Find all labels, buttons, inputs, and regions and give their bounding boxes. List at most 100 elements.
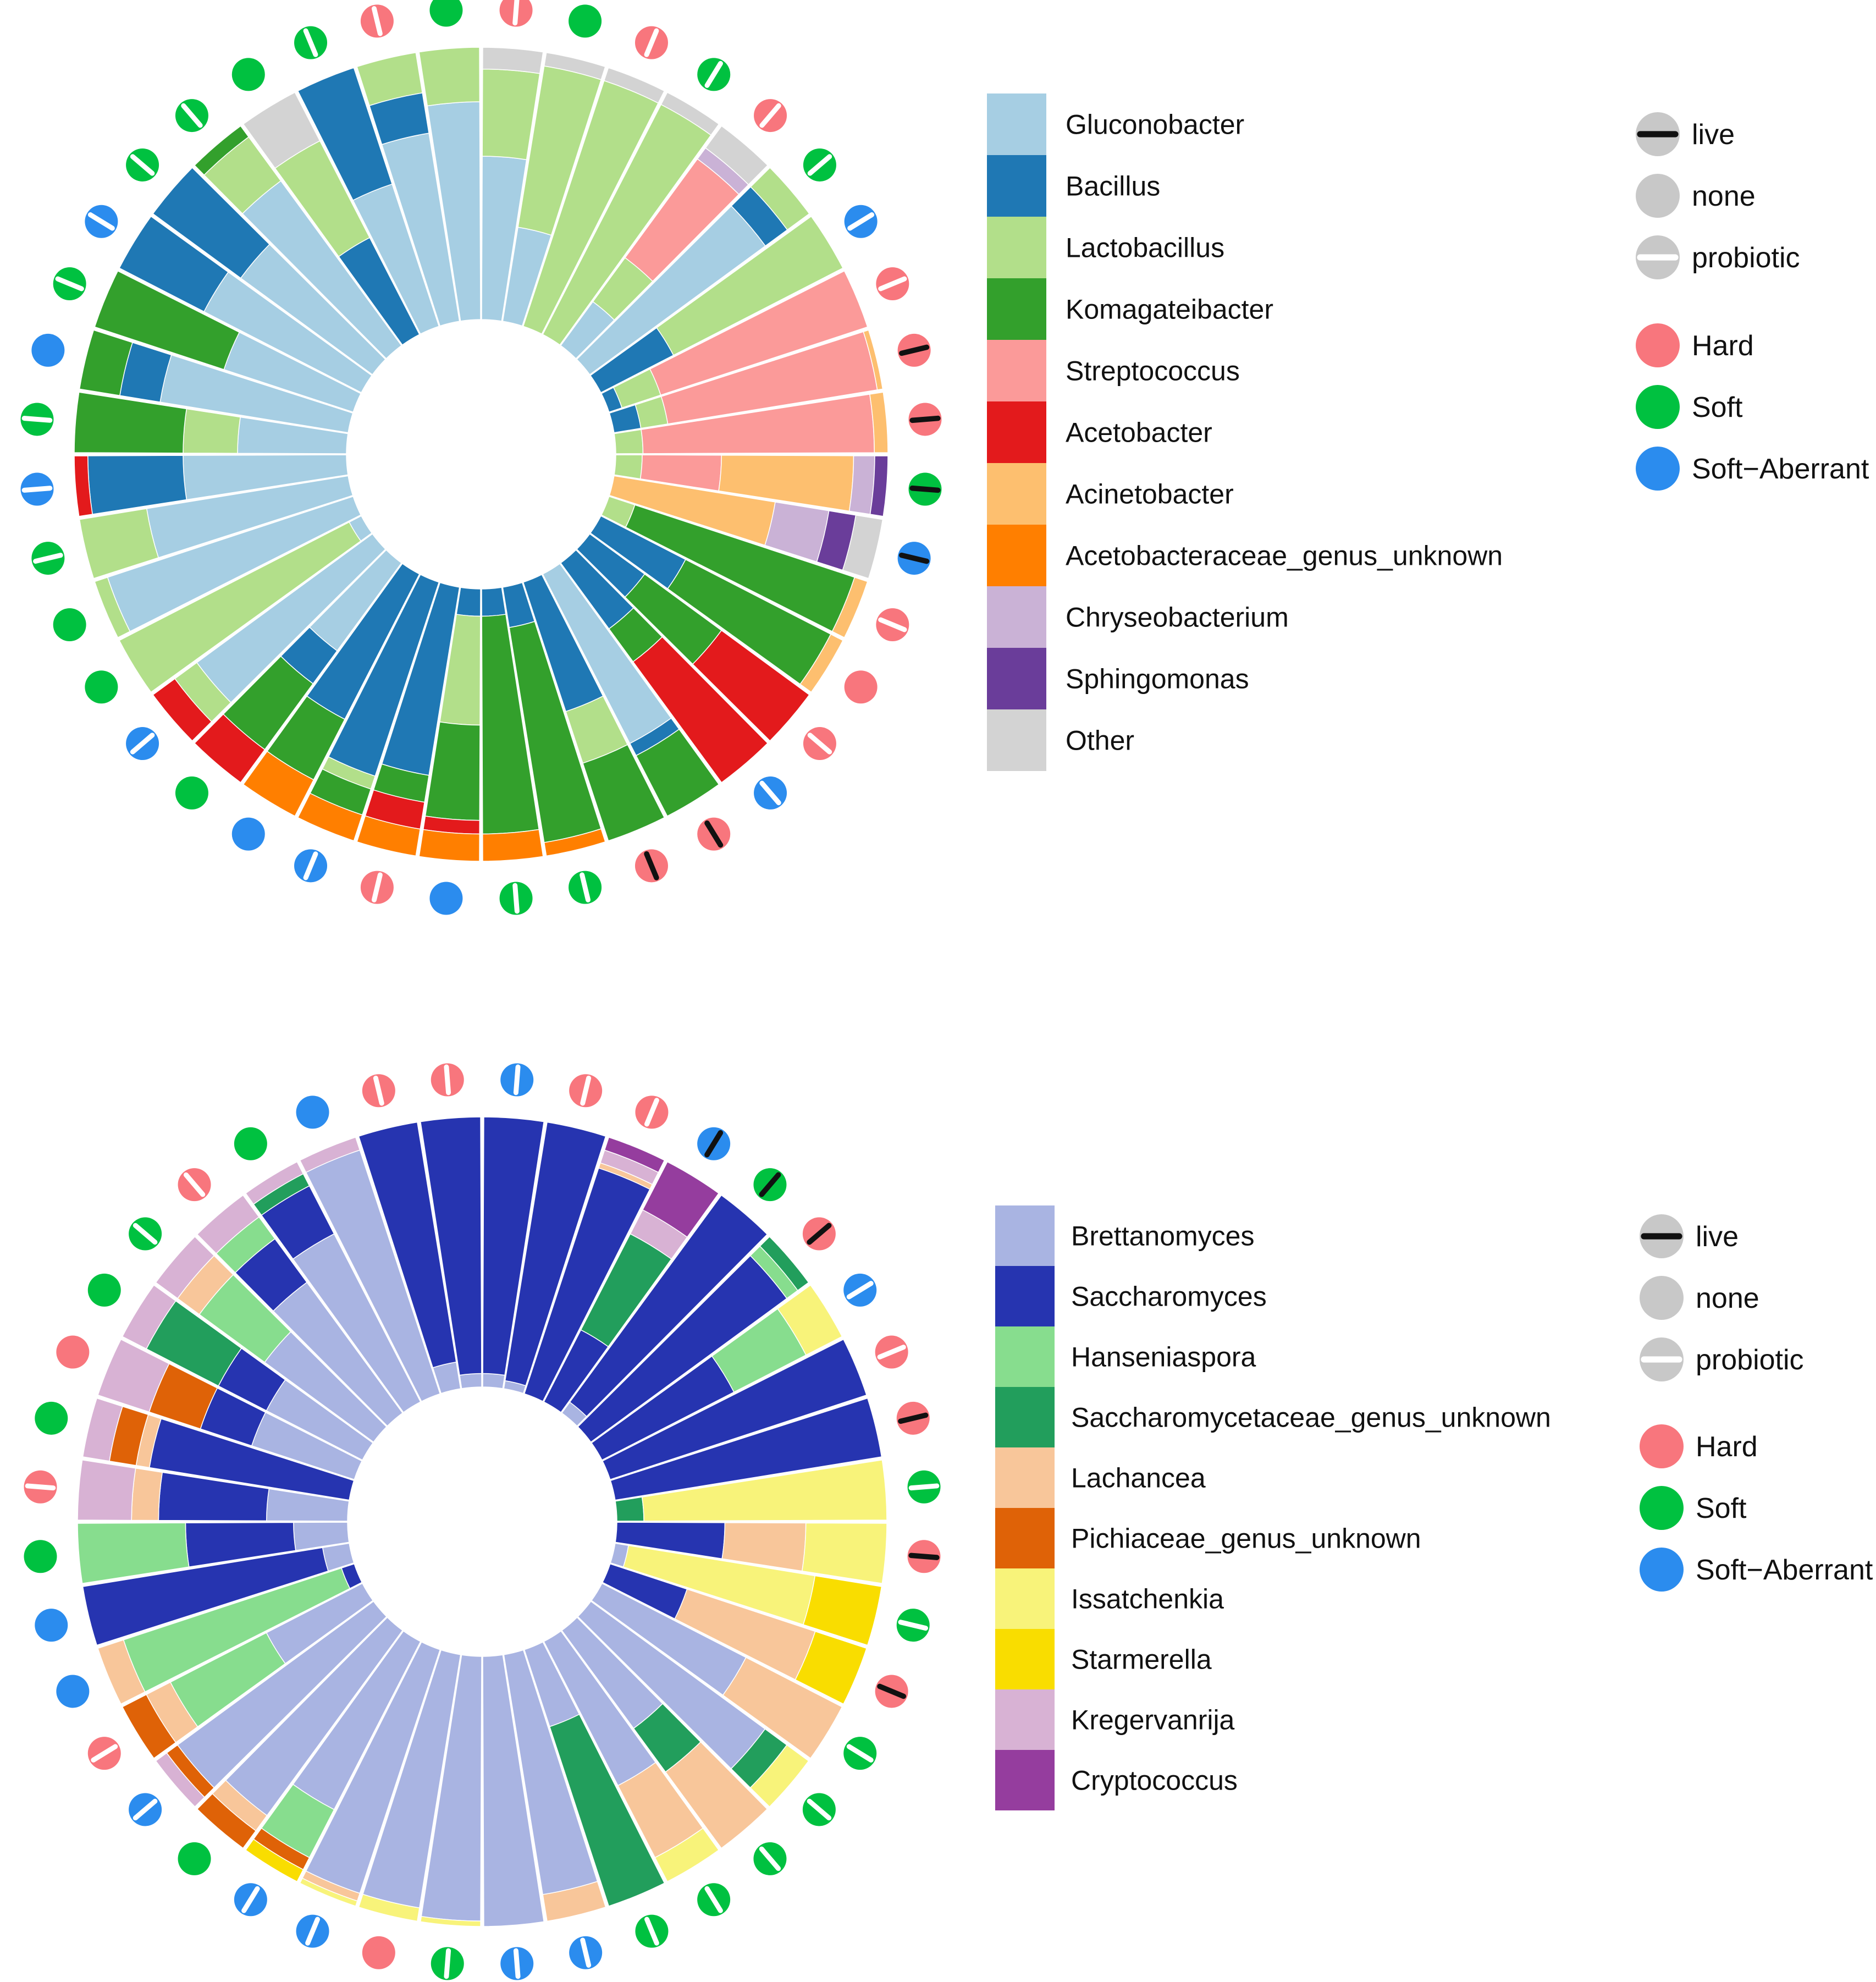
sample-bar-26: [155, 1600, 388, 1808]
texture-label-soft: Soft: [1696, 1493, 1747, 1524]
segment-kregervanrija: [245, 1161, 304, 1205]
sample-badge-24: [231, 817, 265, 851]
sample-badge-38-probiotic-mark: [303, 28, 318, 57]
sample-badge-8-probiotic-mark: [877, 1345, 906, 1360]
sample-badge-10: [908, 403, 942, 436]
sample-badge-18-probiotic-mark: [644, 1917, 659, 1946]
sample-bar-20: [481, 587, 544, 862]
sample-badge-16-probiotic-mark: [759, 780, 781, 806]
sample-badge-38: [294, 26, 328, 59]
sample-badge-29: [35, 1609, 68, 1642]
legend-swatch-hanseniaspora: [995, 1326, 1055, 1387]
sample-bar-40: [420, 1116, 482, 1389]
sample-badge-25: [178, 1842, 211, 1875]
sample-badge-25-dot: [178, 1842, 211, 1875]
segment-issatchenkia: [777, 1284, 843, 1356]
segment-komagateibacter: [582, 744, 665, 841]
sample-badge-11-live-mark: [908, 1552, 940, 1560]
sample-badge-24-dot: [231, 817, 265, 851]
segment-kregervanrija: [97, 1339, 170, 1413]
sample-badge-40: [429, 0, 463, 27]
sample-badge-10: [907, 1470, 941, 1504]
legend-label-brettanomyces: Brettanomyces: [1071, 1221, 1254, 1252]
sample-bar-1: [482, 1116, 545, 1389]
sample-badge-8-probiotic-mark: [878, 276, 907, 291]
treatment-legend-live: live: [1636, 112, 1735, 156]
texture-dot-soft: [1636, 385, 1680, 429]
segment-other: [242, 91, 321, 169]
sample-bar-20: [482, 1654, 545, 1927]
legend-swatch-starmerella: [995, 1629, 1055, 1689]
legend-swatch-streptococcus: [987, 340, 1046, 401]
sample-badge-1-probiotic-mark: [512, 0, 520, 26]
sample-bar-7: [591, 1284, 843, 1461]
legend-swatch-chryseobacterium: [987, 586, 1046, 648]
sample-bar-16: [561, 1616, 768, 1849]
treatment-label-live: live: [1696, 1221, 1739, 1253]
legend-swatch-acetobacter: [987, 401, 1046, 463]
sample-bar-5: [561, 1194, 768, 1427]
sample-badge-4: [697, 1127, 731, 1160]
sample-badge-20: [499, 882, 533, 915]
sample-badge-38-dot: [296, 1095, 329, 1129]
segment-issatchenkia: [801, 1522, 887, 1584]
sample-badge-37-dot: [234, 1127, 267, 1160]
legend-swatch-sphingomonas: [987, 648, 1046, 709]
segment-lachancea: [97, 1639, 146, 1705]
legend-swatch-bacillus: [987, 155, 1046, 217]
sample-bar-19: [502, 582, 606, 857]
segment-lactobacillus: [614, 454, 643, 480]
segment-saccharomyces: [482, 1116, 545, 1376]
segment-kregervanrija: [299, 1136, 361, 1173]
sample-bar-16: [560, 549, 769, 783]
sample-badge-26: [126, 727, 159, 761]
sample-bar-15: [576, 533, 810, 742]
sample-badge-18: [635, 1914, 669, 1948]
sample-bar-11: [614, 454, 889, 517]
sample-badge-1-probiotic-mark: [513, 1064, 521, 1095]
treatment-label-probiotic: probiotic: [1696, 1344, 1804, 1376]
sample-bar-1: [481, 47, 544, 322]
sample-badge-27: [85, 670, 118, 704]
sample-badge-35-probiotic-mark: [133, 1223, 158, 1245]
legend-label-bacillus: Bacillus: [1066, 171, 1160, 202]
sample-bar-23: [299, 1641, 441, 1907]
sample-badge-8: [876, 267, 909, 301]
sample-badge-27-dot: [85, 670, 118, 704]
sample-badge-23-probiotic-mark: [305, 1917, 321, 1946]
segment-saccharomycetaceae-genus-unknown: [615, 1496, 644, 1522]
treatment-symbol-none: [1640, 1276, 1684, 1320]
bacteria-taxa-legend: Gluconobacter Bacillus Lactobacillus Komaga…: [987, 93, 1503, 771]
sample-badge-7-probiotic-mark: [847, 212, 875, 231]
sample-bar-8: [602, 1339, 868, 1480]
segment-acetobacteraceae-genus-unknown: [418, 829, 480, 862]
segment-acetobacteraceae-genus-unknown: [242, 751, 314, 817]
sample-badge-35-probiotic-mark: [130, 154, 155, 176]
legend-label-acinetobacter: Acinetobacter: [1066, 479, 1234, 510]
texture-label-hard: Hard: [1696, 1431, 1758, 1463]
segment-komagateibacter: [635, 728, 720, 817]
sample-bar-24: [242, 563, 420, 817]
segment-lachancea: [665, 1741, 768, 1849]
sample-badge-23: [294, 849, 328, 883]
sample-badge-24: [234, 1883, 267, 1917]
sample-bar-28: [97, 1563, 363, 1705]
sample-bar-8: [600, 270, 868, 413]
sample-badge-3-probiotic-mark: [644, 28, 659, 57]
sample-badge-19-probiotic-mark: [580, 1937, 592, 1968]
sample-badge-4: [697, 58, 731, 91]
segment-saccharomyces: [602, 1339, 868, 1480]
texture-legend-hard: Hard: [1640, 1424, 1758, 1468]
sample-badge-22-probiotic-mark: [371, 872, 383, 902]
sample-badge-15-probiotic-mark: [807, 733, 832, 755]
sample-bar-2: [502, 52, 606, 327]
sample-badge-25: [175, 776, 208, 810]
sample-badge-38: [296, 1095, 329, 1129]
legend-swatch-brettanomyces: [995, 1205, 1055, 1266]
sample-badge-36: [175, 99, 208, 133]
segment-lachancea: [542, 1881, 606, 1922]
sample-badge-4-probiotic-mark: [704, 60, 723, 88]
sample-badge-16: [753, 1842, 787, 1875]
segment-acetobacteraceae-genus-unknown: [543, 828, 606, 857]
sample-badge-21-probiotic-mark: [444, 1948, 451, 1979]
